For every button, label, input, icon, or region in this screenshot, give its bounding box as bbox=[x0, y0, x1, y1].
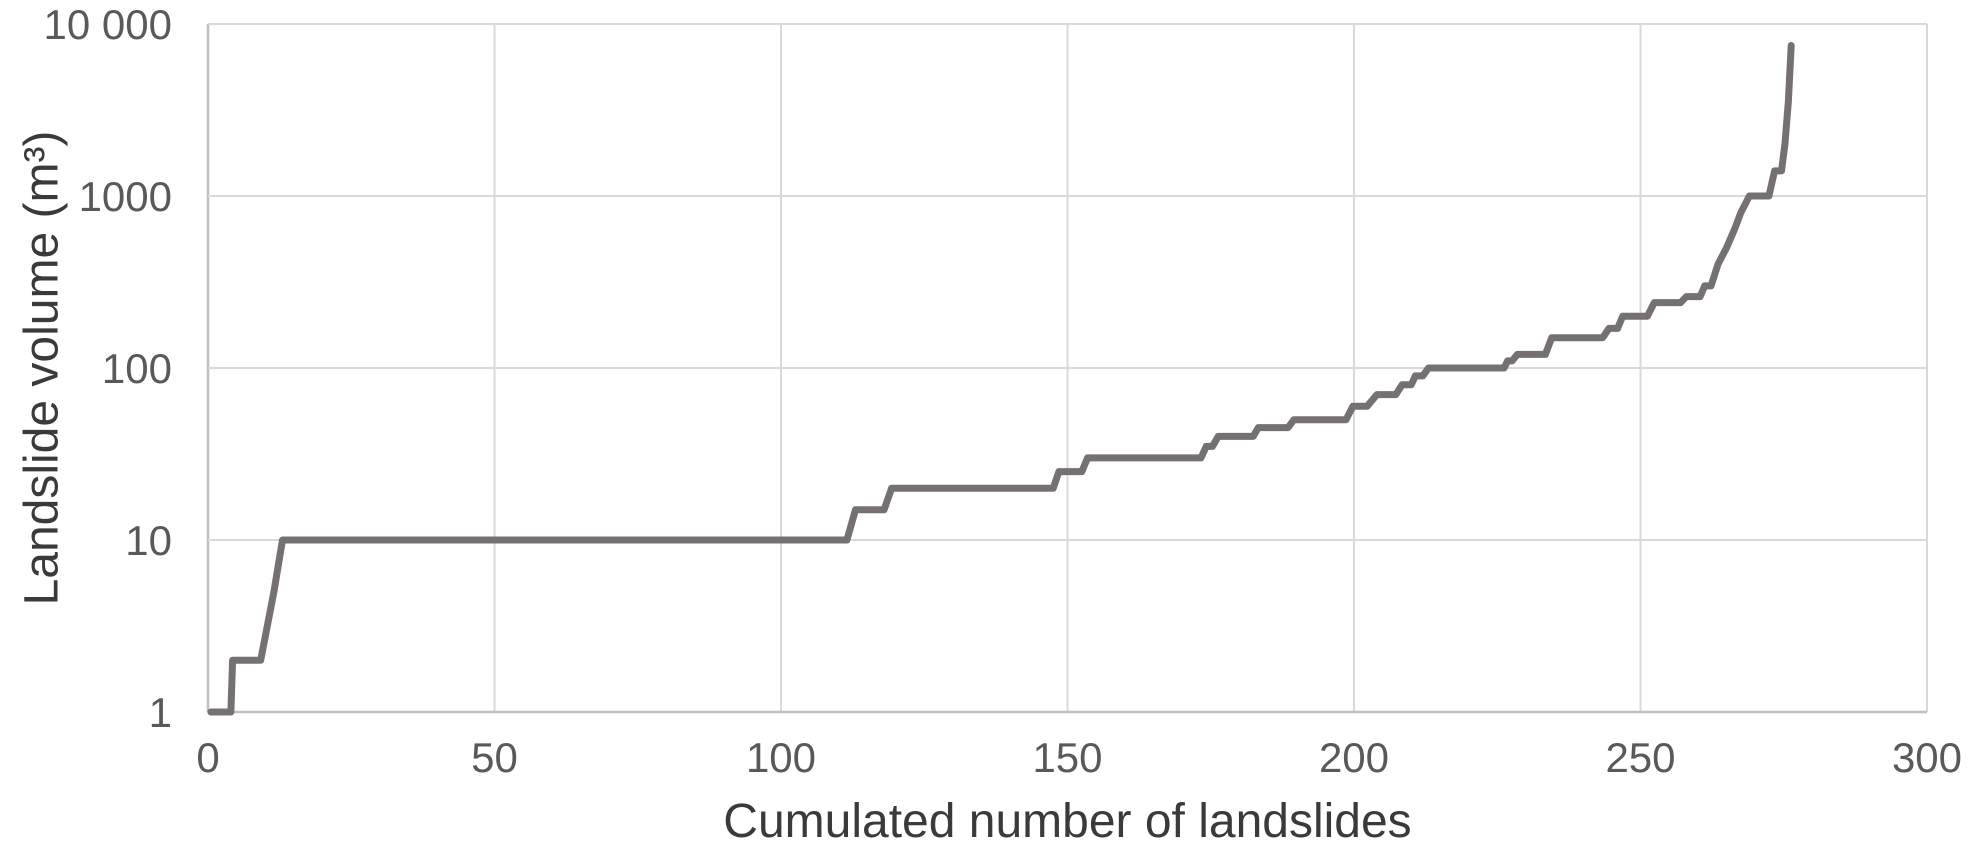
x-tick-label: 50 bbox=[471, 734, 518, 781]
y-tick-label: 10 bbox=[125, 517, 172, 564]
x-tick-label: 0 bbox=[196, 734, 219, 781]
y-axis-title: Landslide volume (m³) bbox=[15, 130, 69, 606]
x-tick-label: 250 bbox=[1605, 734, 1675, 781]
y-tick-label: 1 bbox=[149, 689, 172, 736]
x-tick-label: 200 bbox=[1319, 734, 1389, 781]
x-tick-label: 300 bbox=[1892, 734, 1962, 781]
series-line bbox=[207, 42, 1795, 716]
y-tick-label: 1000 bbox=[79, 173, 172, 220]
y-tick-label: 10 000 bbox=[44, 1, 172, 48]
y-tick-label: 100 bbox=[102, 345, 172, 392]
x-axis-title: Cumulated number of landslides bbox=[723, 795, 1412, 848]
x-tick-label: 100 bbox=[746, 734, 816, 781]
x-tick-label: 150 bbox=[1032, 734, 1102, 781]
